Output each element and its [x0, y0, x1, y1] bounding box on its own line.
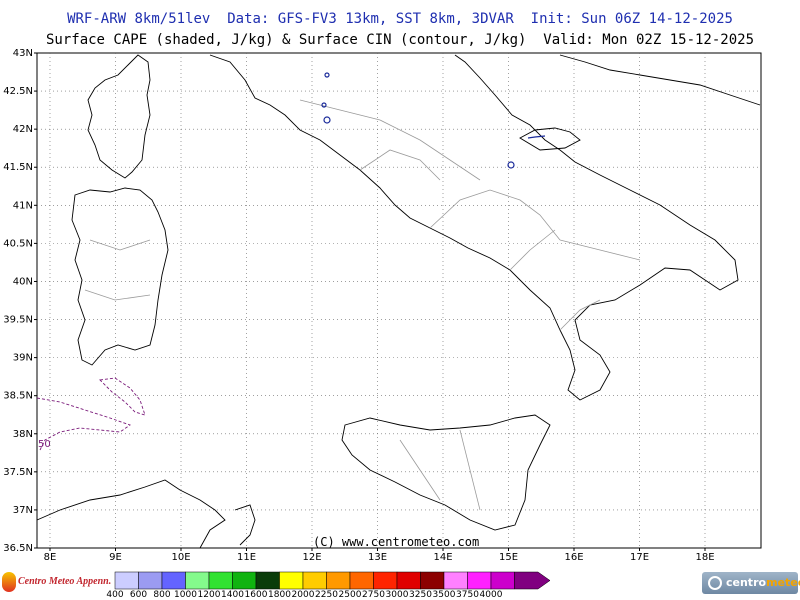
- lon-label: 8E: [44, 552, 57, 563]
- sicily-coast: [341, 414, 551, 531]
- legend-swatch: [138, 571, 163, 590]
- lon-label: 18E: [695, 552, 714, 563]
- sardinia-coast: [71, 187, 169, 366]
- legend-label: 1600: [244, 590, 268, 600]
- lat-label: 39.5N: [3, 315, 33, 326]
- coastlines: [36, 54, 761, 549]
- legend-label: 3250: [409, 590, 432, 600]
- legend-swatch: [302, 571, 327, 590]
- lat-label: 40.5N: [3, 238, 33, 249]
- legend-label: 2500: [338, 590, 362, 600]
- header-subtitle-line: Surface CAPE (shaded, J/kg) & Surface CI…: [45, 32, 754, 48]
- legend-swatch: [420, 571, 445, 590]
- legend-swatch: [255, 571, 280, 590]
- legend-label: 4000: [479, 590, 503, 600]
- legend-swatch: [396, 571, 421, 590]
- right-logo-text: centrometeo: [726, 576, 800, 589]
- longitude-labels: 8E 9E 10E 11E 12E 13E 14E 15E 16E 17E 18E: [44, 552, 715, 563]
- lat-label: 36.5N: [3, 543, 33, 554]
- legend-swatch: [443, 571, 468, 590]
- latitude-labels: 43N 42.5N 42N 41.5N 41N 40.5N 40N 39.5N 39N 38.5N…: [3, 48, 33, 554]
- legend-swatch: [326, 571, 351, 590]
- legend-swatch: [514, 571, 551, 590]
- tunisia-coast: [36, 479, 226, 549]
- legend-swatch: [185, 571, 210, 590]
- legend-label: 3500: [432, 590, 456, 600]
- legend-swatch: [232, 571, 257, 590]
- lat-label: 41.5N: [3, 162, 33, 173]
- lat-label: 42N: [13, 124, 33, 135]
- regional-borders: [84, 99, 641, 511]
- legend-swatch: [208, 571, 233, 590]
- lat-label: 38N: [13, 429, 33, 440]
- legend-label: 2000: [291, 590, 315, 600]
- lon-label: 9E: [109, 552, 122, 563]
- lat-label: 40N: [13, 276, 33, 287]
- lon-label: 17E: [630, 552, 649, 563]
- legend-swatch: [161, 571, 186, 590]
- lon-label: 15E: [499, 552, 518, 563]
- legend-label: 2250: [315, 590, 338, 600]
- header-title-line: WRF-ARW 8km/51lev Data: GFS-FV3 13km, SS…: [67, 11, 733, 27]
- lon-label: 10E: [171, 552, 190, 563]
- lon-label: 16E: [564, 552, 583, 563]
- left-logo-text: Centro Meteo Appenn.: [18, 576, 112, 587]
- legend-swatch: [279, 571, 304, 590]
- legend-swatch: [349, 571, 374, 590]
- legend-swatch: [490, 571, 515, 590]
- corsica-coast: [87, 54, 151, 179]
- graticule-grid: [34, 52, 761, 551]
- lon-label: 12E: [302, 552, 321, 563]
- legend-swatch: [114, 571, 139, 590]
- legend-label: 800: [153, 590, 171, 600]
- sun-logo-icon: [2, 572, 16, 592]
- lon-label: 13E: [368, 552, 387, 563]
- legend-label: 3000: [385, 590, 409, 600]
- lat-label: 39N: [13, 353, 33, 364]
- legend-swatch: [373, 571, 398, 590]
- italy-peninsula-coast: [209, 54, 739, 401]
- cape-pockets: [321, 72, 546, 169]
- lon-label: 11E: [237, 552, 256, 563]
- legend-label: 400: [106, 590, 124, 600]
- lat-label: 42.5N: [3, 86, 33, 97]
- legend-label: 3750: [456, 590, 479, 600]
- globe-logo-icon: [708, 576, 722, 590]
- legend-label: 600: [129, 590, 148, 600]
- legend-label: 1400: [221, 590, 244, 600]
- lat-label: 38.5N: [3, 391, 33, 402]
- legend-swatch: [467, 571, 492, 590]
- legend-label: 1800: [268, 590, 291, 600]
- cape-color-legend: [114, 571, 551, 590]
- cap-bon-coast: [234, 504, 256, 546]
- left-logo: Centro Meteo Appenn.: [2, 570, 112, 594]
- lat-label: 41N: [13, 200, 33, 211]
- lat-label: 37.5N: [3, 467, 33, 478]
- lat-label: 43N: [13, 48, 33, 59]
- right-logo: centrometeo: [702, 572, 800, 594]
- lon-label: 14E: [433, 552, 452, 563]
- gargano-coast: [519, 127, 581, 151]
- legend-label: 2750: [362, 590, 385, 600]
- cin-contours: [36, 377, 146, 451]
- legend-label: 1200: [197, 590, 221, 600]
- lat-label: 37N: [13, 505, 33, 516]
- balkan-coast: [559, 54, 761, 106]
- cin-contour-label: 50: [38, 439, 51, 450]
- legend-label: 1000: [174, 590, 197, 600]
- map-frame: [36, 52, 762, 549]
- copyright-text: (C) www.centrometeo.com: [313, 535, 479, 549]
